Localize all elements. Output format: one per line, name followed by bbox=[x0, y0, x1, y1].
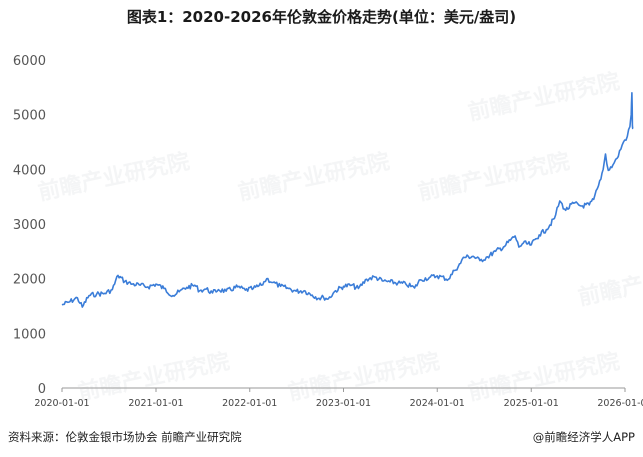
x-tick-label: 2021-01-01 bbox=[128, 398, 183, 409]
watermark-text: 前瞻产业研究院 bbox=[466, 68, 622, 125]
x-axis: 2020-01-01 2021-01-01 2022-01-01 2023-01-01… bbox=[34, 388, 643, 409]
watermark-text: 前瞻产业研究院 bbox=[576, 253, 643, 310]
watermark-text: 前瞻产业研究院 bbox=[236, 148, 392, 205]
brand-label: @前瞻经济学人APP bbox=[532, 430, 635, 444]
y-axis: 0 1000 2000 3000 4000 5000 6000 bbox=[13, 54, 46, 397]
x-tick-label: 2023-01-01 bbox=[316, 398, 371, 409]
y-tick-label: 0 bbox=[38, 382, 46, 397]
y-tick-label: 1000 bbox=[13, 327, 46, 342]
source-note: 资料来源：伦敦金银市场协会 前瞻产业研究院 bbox=[8, 430, 242, 444]
x-tick-label: 2024-01-01 bbox=[410, 398, 465, 409]
y-tick-label: 5000 bbox=[13, 109, 46, 124]
x-tick-label: 2020-01-01 bbox=[34, 398, 89, 409]
watermark-text: 前瞻产业研究院 bbox=[416, 148, 572, 205]
footer: 资料来源：伦敦金银市场协会 前瞻产业研究院 @前瞻经济学人APP bbox=[0, 425, 643, 449]
x-tick-label: 2025-01-01 bbox=[504, 398, 559, 409]
y-tick-label: 6000 bbox=[13, 54, 46, 69]
x-tick-label: 2026-01-01 bbox=[597, 398, 643, 409]
x-tick-label: 2022-01-01 bbox=[222, 398, 277, 409]
chart-title: 图表1：2020-2026年伦敦金价格走势(单位：美元/盎司) bbox=[126, 8, 517, 26]
y-tick-label: 2000 bbox=[13, 273, 46, 288]
watermark-text: 前瞻产业研究院 bbox=[36, 148, 192, 205]
y-tick-label: 4000 bbox=[13, 163, 46, 178]
y-tick-label: 3000 bbox=[13, 218, 46, 233]
series-line bbox=[61, 92, 634, 308]
